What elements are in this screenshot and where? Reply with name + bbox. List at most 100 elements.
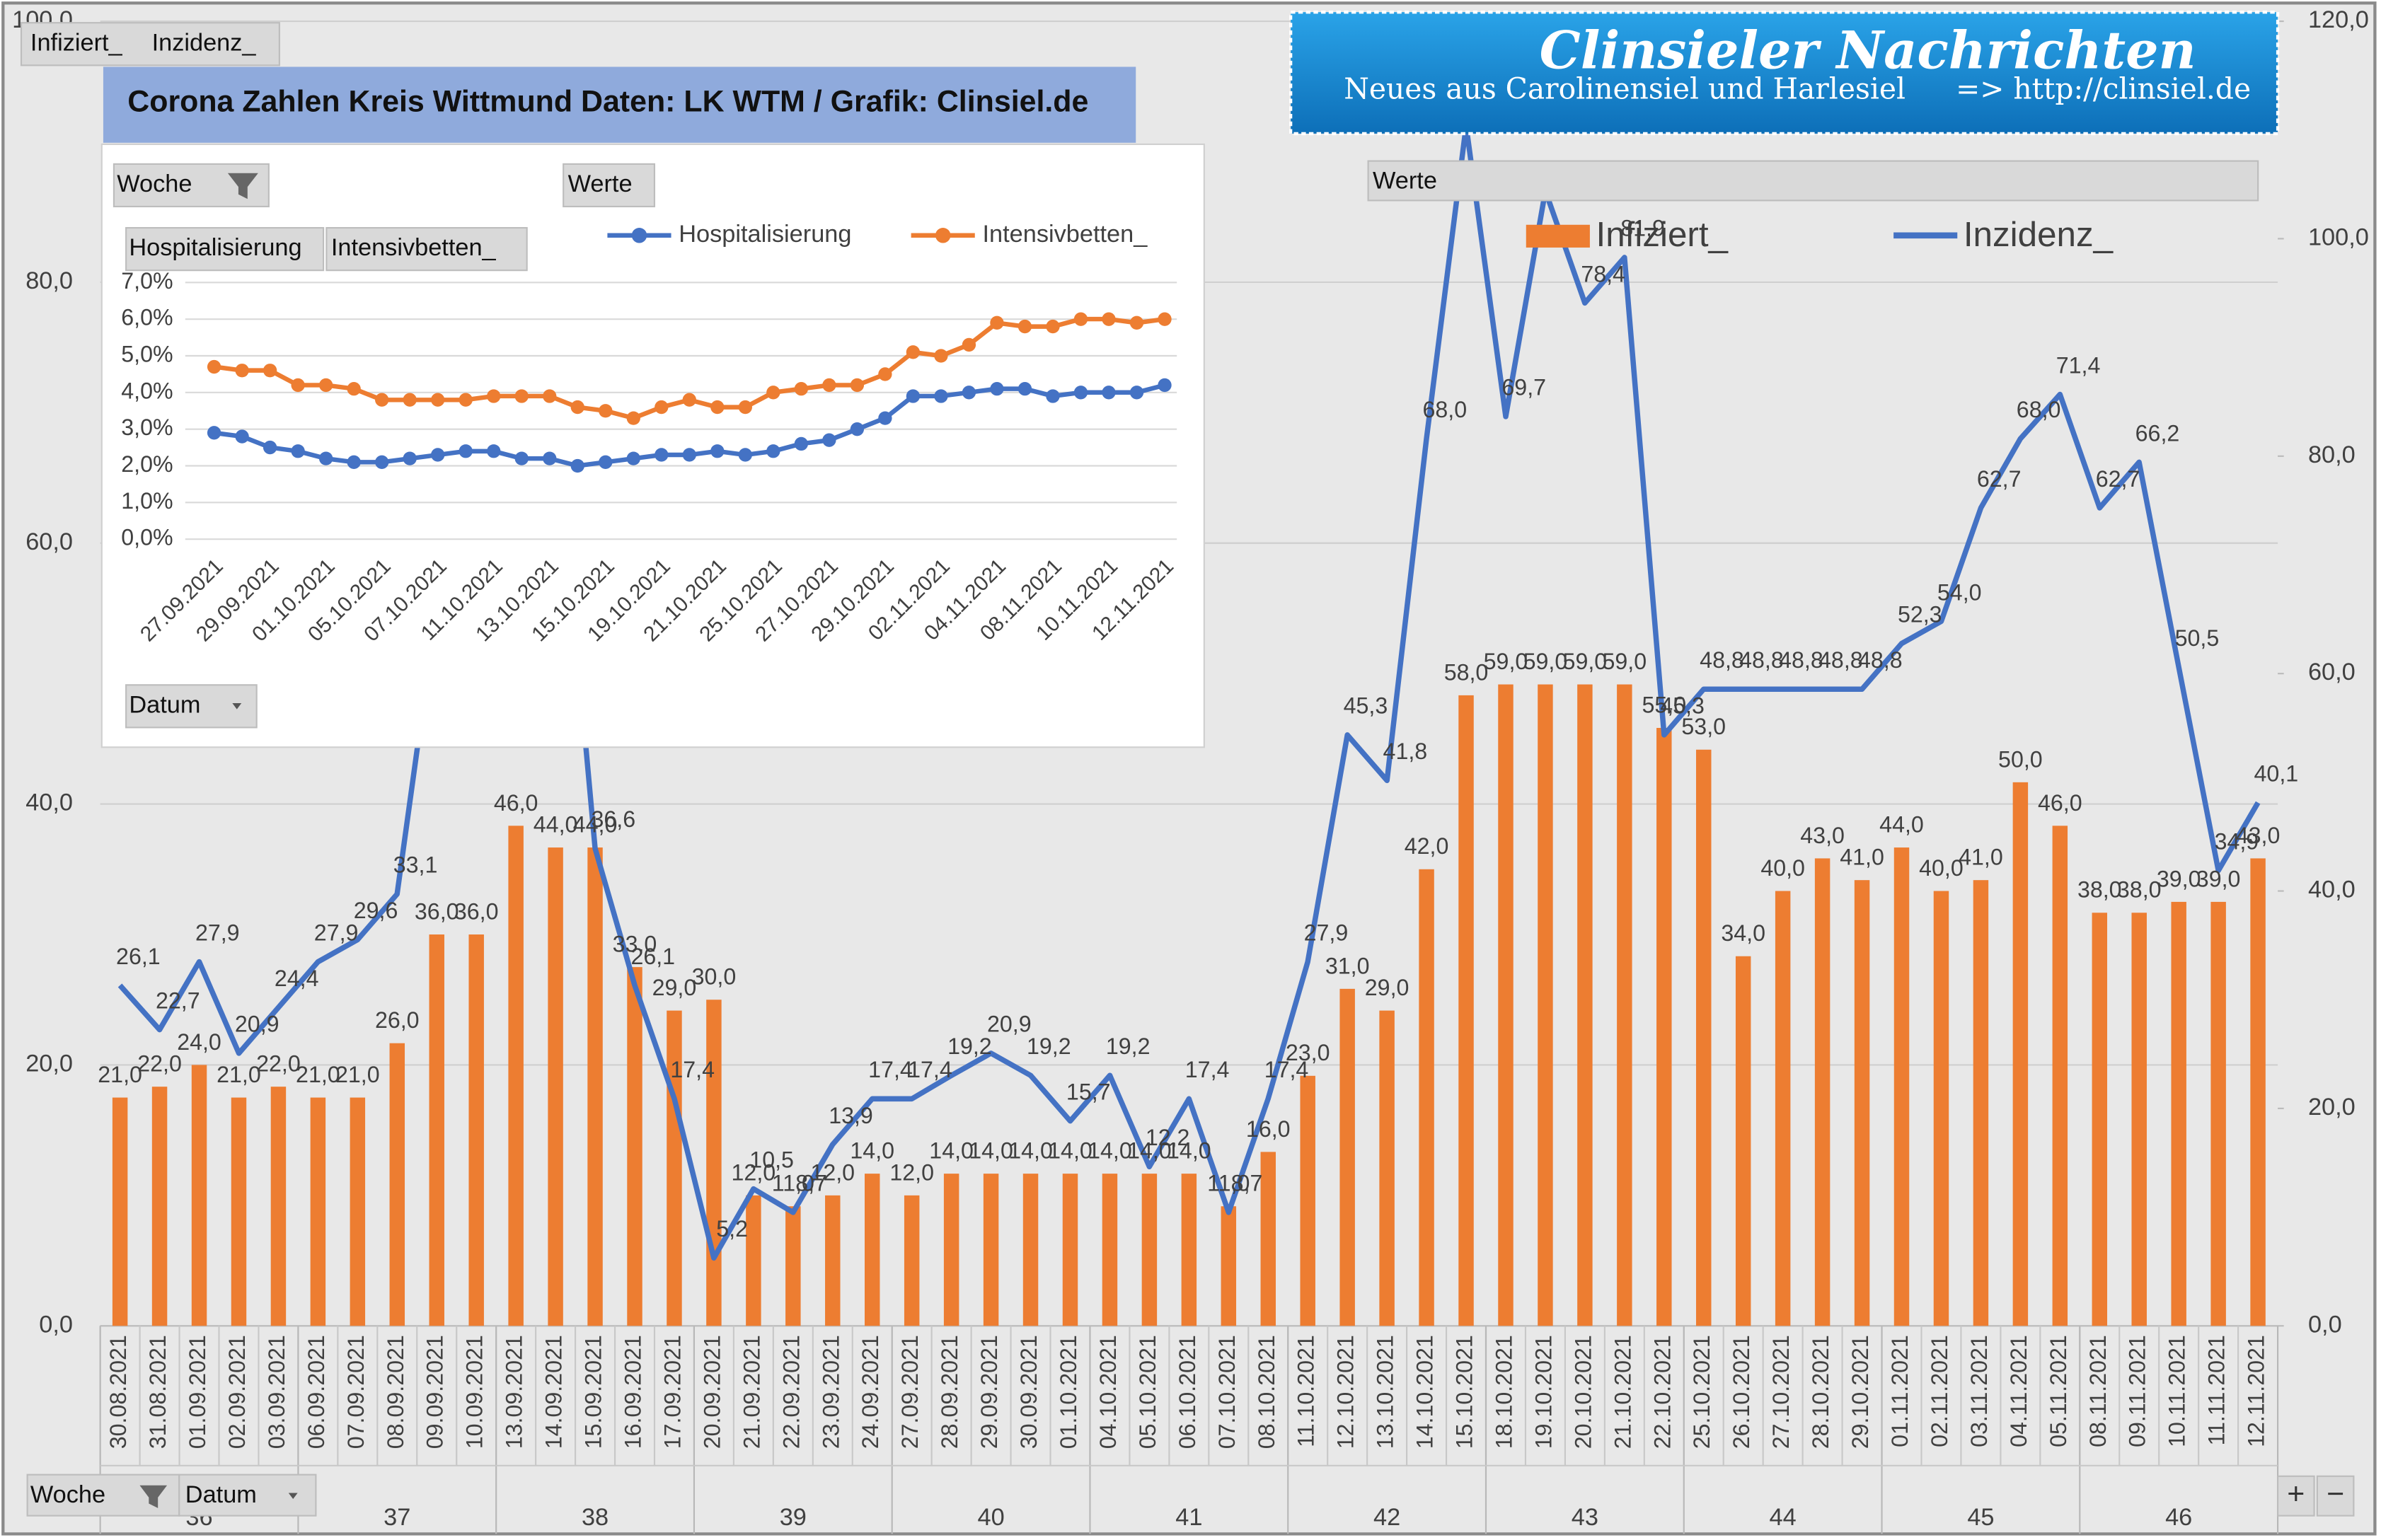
bar	[1498, 684, 1514, 1326]
y-tick-label: 1,0%	[121, 488, 173, 514]
y-tick-label: 40,0	[25, 789, 73, 816]
data-label: 19,2	[1027, 1034, 1071, 1059]
bottom-button-label[interactable]: Woche	[30, 1481, 105, 1508]
data-label: 48,8	[1858, 647, 1903, 673]
bar	[310, 1097, 326, 1326]
line-point	[850, 378, 865, 393]
y2-tick-label: 120,0	[2308, 6, 2369, 33]
data-label: 20,9	[235, 1012, 279, 1037]
x-tick-label: 16.09.2021	[621, 1335, 646, 1449]
data-label: 12,0	[889, 1159, 934, 1185]
zoom-label[interactable]: −	[2327, 1477, 2344, 1511]
bar	[1973, 880, 1989, 1326]
x-tick-label: 13.09.2021	[502, 1335, 527, 1449]
field-button-label[interactable]: Intensivbetten_	[331, 234, 497, 261]
line-point	[990, 381, 1004, 396]
line-point	[1073, 312, 1088, 326]
line-point	[543, 389, 557, 403]
data-label: 46,0	[2038, 790, 2082, 816]
line-point	[766, 444, 780, 458]
data-label: 30,0	[692, 964, 737, 990]
field-button[interactable]	[125, 226, 325, 272]
data-label: 55,0	[1642, 692, 1686, 717]
line-point	[543, 451, 557, 465]
bar	[943, 1174, 959, 1326]
line-point	[906, 345, 921, 359]
line-point	[1129, 315, 1144, 330]
legend-label: Hospitalisierung	[679, 221, 851, 248]
y2-tick-label: 40,0	[2308, 876, 2356, 903]
axis-button-label[interactable]: Datum	[129, 691, 200, 718]
data-label: 14,0	[850, 1138, 894, 1164]
value-button[interactable]: Inzidenz_	[152, 29, 257, 56]
x-tick-label: 30.09.2021	[1016, 1335, 1042, 1449]
dropdown-icon[interactable]	[232, 703, 242, 710]
dropdown-icon[interactable]	[288, 1493, 298, 1500]
week-label: 39	[780, 1504, 807, 1531]
top-layer: Clinsieler Nachrichten Neues aus Carolin…	[26, 11, 2355, 1517]
data-label: 36,6	[591, 806, 635, 832]
line-point	[934, 349, 948, 363]
data-label: 44,0	[1879, 812, 1924, 838]
y-tick-label: 0,0%	[121, 525, 173, 550]
main-values-label[interactable]: Werte	[1373, 168, 1437, 195]
zoom-label[interactable]: +	[2287, 1477, 2305, 1511]
zoom-button[interactable]	[2276, 1475, 2315, 1517]
filter-button-label[interactable]: Woche	[117, 170, 192, 197]
data-label: 5,2	[716, 1216, 748, 1241]
line-point	[626, 411, 640, 425]
x-tick-label: 11.10.2021	[1293, 1335, 1319, 1447]
values-button-label[interactable]: Werte	[568, 170, 633, 197]
line-point	[318, 451, 333, 465]
value-button[interactable]: Infiziert_	[30, 29, 123, 56]
field-button-label[interactable]: Hospitalisierung	[129, 234, 301, 261]
y2-tick-label: 80,0	[2308, 441, 2356, 468]
values-button[interactable]	[563, 163, 656, 208]
banner-title[interactable]: Clinsieler Nachrichten	[1540, 20, 2196, 81]
banner-url[interactable]: => http://clinsiel.de	[1956, 71, 2251, 105]
bar	[627, 967, 642, 1326]
x-tick-label: 28.10.2021	[1808, 1335, 1833, 1449]
line-point	[655, 400, 669, 415]
x-tick-label: 22.09.2021	[778, 1335, 804, 1449]
bar	[112, 1097, 128, 1326]
data-label: 38,0	[2077, 877, 2122, 903]
value-buttons[interactable]	[20, 22, 280, 66]
bar	[1062, 1174, 1078, 1326]
filter-button[interactable]	[113, 163, 270, 208]
x-tick-label: 15.09.2021	[581, 1335, 606, 1449]
bar	[587, 847, 603, 1326]
bar	[231, 1097, 247, 1326]
bar	[746, 1195, 761, 1326]
line-point	[375, 455, 389, 469]
x-tick-label: 03.11.2021	[1966, 1335, 1992, 1447]
field-button[interactable]	[325, 226, 528, 272]
legend-swatch	[1526, 224, 1590, 248]
bottom-button-label[interactable]: Datum	[185, 1481, 257, 1508]
data-label: 21,0	[296, 1062, 340, 1087]
week-label: 41	[1175, 1504, 1202, 1531]
data-label: 12,2	[1146, 1125, 1190, 1150]
x-tick-label: 11.11.2021	[2204, 1335, 2230, 1445]
line-point	[291, 444, 305, 458]
bar	[1419, 869, 1434, 1326]
banner[interactable]	[1288, 11, 2280, 136]
banner-subtitle[interactable]: Neues aus Carolinensiel und Harlesiel	[1344, 71, 1906, 105]
filter-icon[interactable]	[139, 1485, 168, 1508]
data-label: 17,4	[868, 1057, 913, 1082]
filter-icon[interactable]	[227, 173, 258, 199]
zoom-button[interactable]	[2316, 1475, 2355, 1517]
bar	[1656, 728, 1672, 1326]
x-tick-label: 22.10.2021	[1649, 1335, 1675, 1449]
line-point	[487, 444, 501, 458]
x-tick-label: 26.10.2021	[1729, 1335, 1754, 1449]
x-tick-label: 15.10.2021	[1452, 1335, 1477, 1449]
line-point	[710, 444, 725, 458]
data-label: 22,7	[156, 988, 200, 1013]
bar	[1696, 749, 1712, 1326]
data-label: 40,0	[1760, 855, 1805, 881]
data-label: 34,9	[2215, 828, 2259, 854]
data-label: 54,0	[1937, 579, 1982, 605]
main-values-button[interactable]	[1367, 160, 2259, 202]
bar	[825, 1195, 841, 1326]
